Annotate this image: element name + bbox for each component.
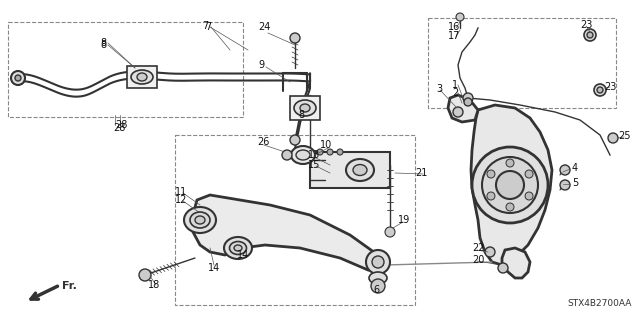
Ellipse shape [131,70,153,84]
Circle shape [485,247,495,257]
Circle shape [139,269,151,281]
Ellipse shape [184,207,216,233]
Text: 10: 10 [320,140,332,150]
Circle shape [282,150,292,160]
Ellipse shape [294,100,316,116]
Circle shape [487,170,495,178]
Text: 25: 25 [618,131,630,141]
Circle shape [337,149,343,155]
Text: 23: 23 [604,82,616,92]
Text: 4: 4 [572,163,578,173]
Ellipse shape [230,241,246,255]
Circle shape [366,250,390,274]
Polygon shape [448,95,478,122]
Circle shape [506,159,514,167]
Bar [290,96,320,120]
Ellipse shape [300,104,310,112]
Bar [127,66,157,88]
Circle shape [371,279,385,293]
Circle shape [290,33,300,43]
Ellipse shape [234,245,242,251]
Text: 26: 26 [257,137,269,147]
Circle shape [560,165,570,175]
Ellipse shape [353,165,367,175]
Ellipse shape [190,212,210,228]
Polygon shape [192,195,385,272]
Ellipse shape [369,272,387,284]
Circle shape [11,71,25,85]
Circle shape [560,180,570,190]
Circle shape [463,93,473,103]
Ellipse shape [195,216,205,224]
Circle shape [464,98,472,106]
Text: 8: 8 [100,40,106,50]
Text: 3: 3 [436,84,442,94]
Text: 19: 19 [398,215,410,225]
Text: 2: 2 [452,88,458,98]
Text: 12: 12 [175,195,188,205]
Ellipse shape [224,237,252,259]
Text: 1: 1 [452,80,458,90]
Bar [428,18,616,108]
Circle shape [327,149,333,155]
Bar [8,22,243,117]
Text: 28: 28 [113,123,125,133]
Circle shape [317,149,323,155]
Text: 7: 7 [202,21,208,31]
Circle shape [496,171,524,199]
Text: 13: 13 [308,150,320,160]
Circle shape [608,133,618,143]
Circle shape [597,87,603,93]
Text: 21: 21 [415,168,428,178]
Circle shape [372,256,384,268]
Circle shape [385,227,395,237]
Text: 16: 16 [448,22,460,32]
Polygon shape [502,248,530,278]
Text: STX4B2700AA: STX4B2700AA [568,299,632,308]
Text: 5: 5 [572,178,579,188]
Circle shape [487,192,495,200]
Text: 14: 14 [208,263,220,273]
Ellipse shape [296,150,310,160]
Text: 8: 8 [298,110,304,120]
Polygon shape [471,105,552,265]
Bar [175,135,415,305]
Text: 17: 17 [448,31,460,41]
Circle shape [456,13,464,21]
Circle shape [15,75,21,81]
Circle shape [525,170,533,178]
Text: 7: 7 [205,22,211,32]
Ellipse shape [346,159,374,181]
Text: 8: 8 [100,38,106,48]
Text: 6: 6 [373,285,379,295]
Circle shape [525,192,533,200]
Circle shape [498,263,508,273]
Ellipse shape [137,73,147,81]
Bar [310,152,390,188]
Circle shape [472,147,548,223]
Ellipse shape [291,146,315,164]
Circle shape [594,84,606,96]
Text: 22: 22 [472,243,484,253]
Text: 14: 14 [237,250,249,260]
Text: 23: 23 [580,20,593,30]
Circle shape [453,107,463,117]
Text: 18: 18 [148,280,160,290]
Text: 11: 11 [175,187,188,197]
Text: 28: 28 [115,120,127,130]
Text: 15: 15 [308,160,321,170]
Text: 20: 20 [472,255,484,265]
Circle shape [482,157,538,213]
Circle shape [290,135,300,145]
Text: 24: 24 [258,22,270,32]
Text: 9: 9 [258,60,264,70]
Circle shape [584,29,596,41]
Circle shape [587,32,593,38]
Text: Fr.: Fr. [62,281,77,291]
Circle shape [506,203,514,211]
